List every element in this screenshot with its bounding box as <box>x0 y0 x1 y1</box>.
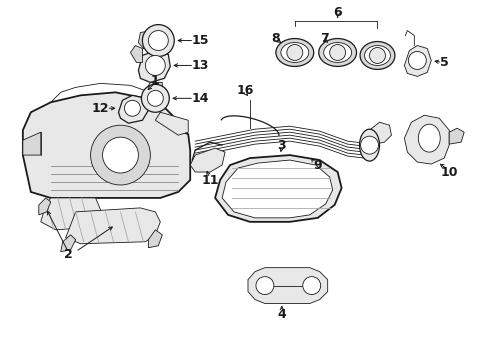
Circle shape <box>369 48 386 63</box>
Polygon shape <box>155 112 188 135</box>
Circle shape <box>102 137 138 173</box>
Circle shape <box>143 24 174 57</box>
Text: 12: 12 <box>92 102 109 115</box>
Circle shape <box>303 276 321 294</box>
Polygon shape <box>66 208 160 244</box>
Polygon shape <box>148 230 162 248</box>
Text: 14: 14 <box>192 92 209 105</box>
Circle shape <box>147 90 163 106</box>
Polygon shape <box>369 122 392 145</box>
Text: 5: 5 <box>440 56 449 69</box>
Circle shape <box>148 31 168 50</box>
Ellipse shape <box>281 42 309 62</box>
Ellipse shape <box>360 41 395 69</box>
Text: 13: 13 <box>192 59 209 72</box>
Polygon shape <box>248 268 328 303</box>
Circle shape <box>91 125 150 185</box>
Polygon shape <box>222 160 333 218</box>
Text: 16: 16 <box>236 84 254 97</box>
Polygon shape <box>138 31 155 49</box>
Ellipse shape <box>276 39 314 67</box>
Circle shape <box>256 276 274 294</box>
Text: 10: 10 <box>441 166 458 179</box>
Text: 2: 2 <box>64 248 73 261</box>
Polygon shape <box>404 45 431 76</box>
Text: 15: 15 <box>192 34 209 47</box>
Polygon shape <box>449 128 464 144</box>
Circle shape <box>408 51 426 69</box>
Ellipse shape <box>324 42 352 62</box>
Ellipse shape <box>318 39 357 67</box>
Text: 3: 3 <box>277 139 286 152</box>
Polygon shape <box>23 132 41 155</box>
Polygon shape <box>215 155 342 222</box>
Polygon shape <box>190 148 225 172</box>
Circle shape <box>287 45 303 60</box>
Text: 6: 6 <box>333 6 342 19</box>
Text: 1: 1 <box>151 74 160 87</box>
Polygon shape <box>138 50 171 82</box>
Polygon shape <box>146 82 162 95</box>
Polygon shape <box>41 198 100 230</box>
Polygon shape <box>39 198 51 215</box>
Polygon shape <box>23 92 190 198</box>
Circle shape <box>361 136 378 154</box>
Ellipse shape <box>418 124 440 152</box>
Circle shape <box>330 45 345 60</box>
Polygon shape <box>130 45 143 62</box>
Text: 8: 8 <box>271 32 280 45</box>
Text: 9: 9 <box>314 158 322 172</box>
Polygon shape <box>119 95 148 123</box>
Polygon shape <box>404 115 449 164</box>
Circle shape <box>124 100 141 116</box>
Text: 11: 11 <box>201 174 219 186</box>
Circle shape <box>142 84 169 112</box>
Text: 4: 4 <box>277 308 286 321</box>
Ellipse shape <box>360 129 379 161</box>
Ellipse shape <box>365 45 391 66</box>
Circle shape <box>146 55 165 75</box>
Text: 7: 7 <box>320 32 329 45</box>
Polygon shape <box>61 235 75 252</box>
